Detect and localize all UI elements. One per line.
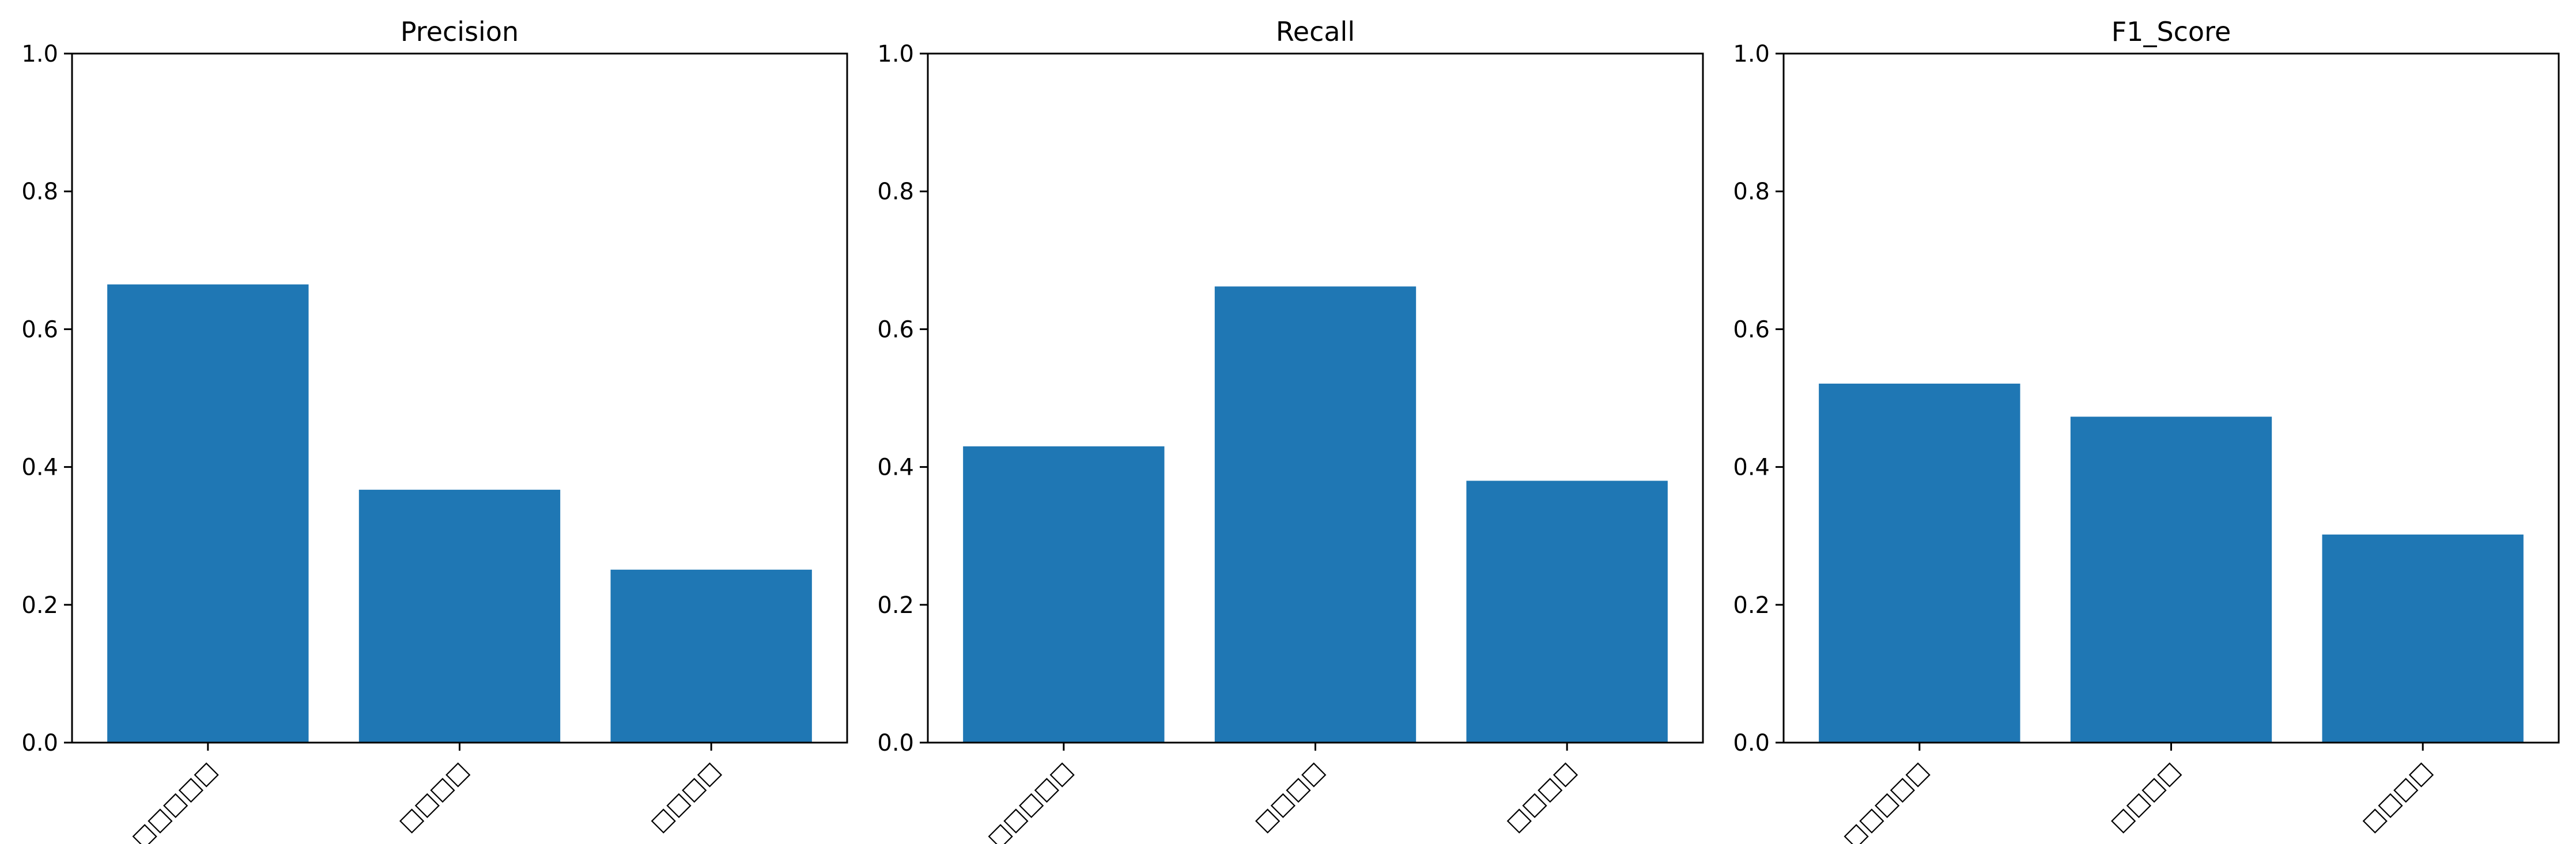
bar [1214, 286, 1417, 743]
axes-frame [71, 52, 848, 744]
y-tick-label: 0.4 [1733, 455, 1770, 481]
y-tick-label: 1.0 [1733, 41, 1770, 67]
bar [358, 490, 561, 743]
y-tick-label: 0.0 [1733, 730, 1770, 756]
bar [1466, 480, 1668, 743]
y-tick-label: 0.2 [21, 592, 58, 619]
x-tick-label: □□□□□ [983, 757, 1078, 844]
x-tick-label: □□□□ [2105, 757, 2185, 837]
x-tick-label: □□□□ [645, 757, 726, 837]
bar [2070, 417, 2272, 743]
chart-title: F1_Score [2112, 16, 2231, 47]
x-tick-label: □□□□□ [127, 757, 222, 844]
bar [107, 284, 309, 743]
x-tick-label: □□□□ [394, 757, 474, 837]
y-tick-label: 0.6 [1733, 316, 1770, 343]
axes-frame [927, 52, 1704, 744]
y-tick-label: 0.0 [877, 730, 914, 756]
y-tick-label: 0.0 [21, 730, 58, 756]
y-tick-label: 0.4 [21, 455, 58, 481]
x-tick-label: □□□□□ [1838, 757, 1934, 844]
y-tick-label: 0.8 [1733, 179, 1770, 205]
y-tick-label: 0.6 [21, 316, 58, 343]
bar [610, 569, 812, 743]
bar [963, 446, 1165, 743]
y-tick-label: 0.2 [877, 592, 914, 619]
x-tick-label: □□□□ [2357, 757, 2437, 837]
bar [1819, 383, 2020, 743]
y-tick-label: 1.0 [877, 41, 914, 67]
y-tick-label: 1.0 [21, 41, 58, 67]
y-tick-label: 0.8 [21, 179, 58, 205]
x-tick-label: □□□□ [1501, 757, 1581, 837]
axes-frame [1782, 52, 2560, 744]
y-tick-label: 0.6 [877, 316, 914, 343]
y-tick-label: 0.4 [877, 455, 914, 481]
chart-title: Recall [1276, 16, 1355, 47]
chart-title: Precision [401, 16, 519, 47]
bar [2322, 534, 2524, 743]
y-tick-label: 0.2 [1733, 592, 1770, 619]
y-tick-label: 0.8 [877, 179, 914, 205]
x-tick-label: □□□□ [1249, 757, 1329, 837]
